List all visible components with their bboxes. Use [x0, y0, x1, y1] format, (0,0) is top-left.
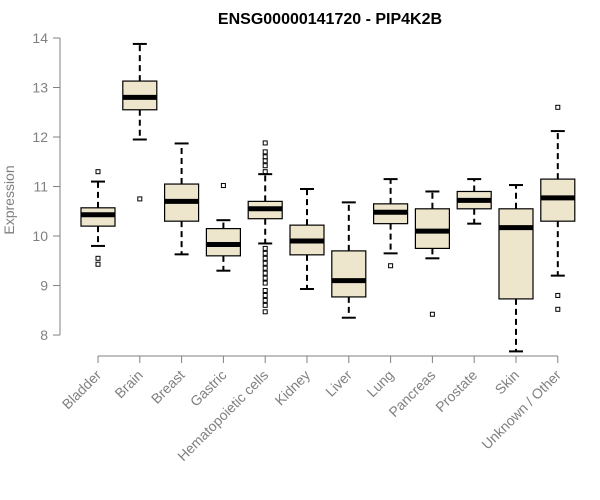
- outlier-point: [555, 104, 561, 110]
- outlier-point: [262, 302, 268, 308]
- outlier-point: [262, 149, 268, 155]
- outlier-point: [262, 275, 268, 281]
- box-group: [331, 201, 367, 319]
- x-tick-label: Prostate: [432, 367, 480, 415]
- outlier-point: [262, 270, 268, 276]
- box-group: [122, 42, 158, 202]
- y-ticks: 8 9 10 11 12 13 14: [32, 30, 60, 343]
- boxes: [80, 42, 576, 353]
- outlier-point: [262, 280, 268, 286]
- box-group: [414, 190, 450, 317]
- outlier-point: [262, 245, 268, 251]
- outlier-point: [388, 263, 394, 269]
- outlier-point: [95, 255, 101, 261]
- y-tick-label: 14: [32, 30, 48, 46]
- y-tick-label: 13: [32, 80, 48, 96]
- iqr-box: [331, 250, 367, 298]
- y-tick-label: 9: [40, 278, 48, 294]
- x-tick-label: Lung: [363, 367, 396, 400]
- chart-title: ENSG00000141720 - PIP4K2B: [218, 11, 442, 28]
- outlier-point: [262, 260, 268, 266]
- box-group: [289, 188, 325, 291]
- x-tick-label: Breast: [148, 367, 188, 407]
- box-group: [80, 169, 116, 267]
- outlier-point: [262, 250, 268, 256]
- box-group: [247, 140, 283, 315]
- outlier-point: [262, 158, 268, 164]
- outlier-point: [95, 261, 101, 267]
- outlier-point: [220, 183, 226, 189]
- outlier-point: [429, 311, 435, 317]
- outlier-point: [262, 140, 268, 146]
- outlier-point: [262, 154, 268, 160]
- x-tick-label: Bladder: [59, 367, 105, 413]
- outlier-point: [262, 309, 268, 315]
- outlier-point: [555, 292, 561, 298]
- x-tick-label: Skin: [492, 367, 523, 398]
- x-tick-label: Kidney: [272, 367, 314, 409]
- y-tick-label: 8: [40, 327, 48, 343]
- outlier-point: [555, 306, 561, 312]
- outlier-point: [262, 292, 268, 298]
- box-group: [164, 142, 200, 256]
- box-group: [498, 184, 534, 353]
- outlier-point: [262, 297, 268, 303]
- x-tick-label: Unknown / Other: [478, 367, 564, 453]
- y-tick-label: 10: [32, 228, 48, 244]
- y-tick-label: 12: [32, 129, 48, 145]
- x-tick-label: Brain: [111, 367, 145, 401]
- outlier-point: [262, 265, 268, 271]
- outlier-point: [262, 163, 268, 169]
- x-tick-label: Liver: [322, 367, 355, 400]
- outlier-point: [262, 169, 268, 175]
- box-group: [540, 104, 576, 312]
- outlier-point: [262, 255, 268, 261]
- box-group: [373, 178, 409, 269]
- outlier-point: [262, 287, 268, 293]
- outlier-point: [137, 196, 143, 202]
- box-group: [205, 183, 241, 272]
- iqr-box: [498, 208, 534, 300]
- y-axis-label: Expression: [1, 165, 17, 234]
- outlier-point: [95, 169, 101, 175]
- y-tick-label: 11: [33, 179, 48, 195]
- box-group: [456, 178, 492, 225]
